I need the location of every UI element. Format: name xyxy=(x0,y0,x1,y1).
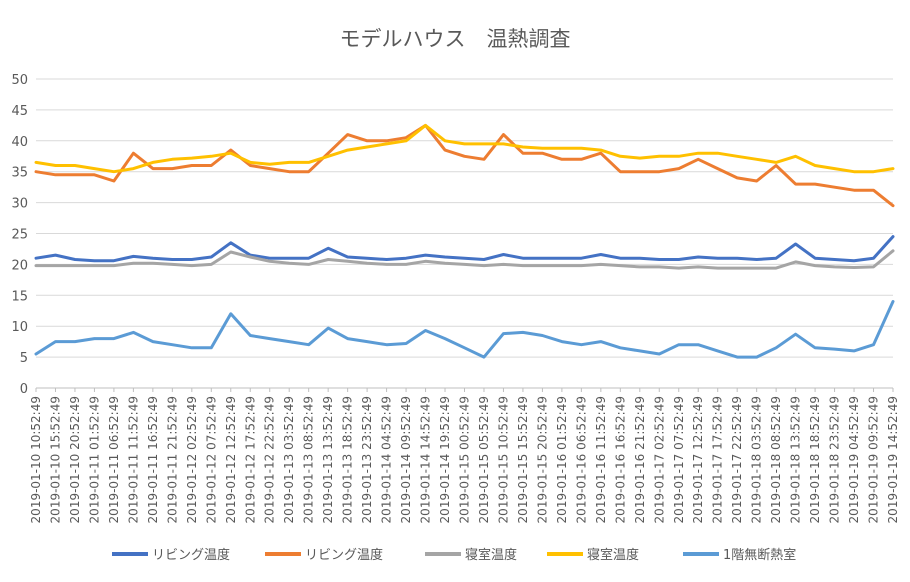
series-line-4 xyxy=(34,123,895,174)
x-tick-label: 2019-01-18 13:52:49 xyxy=(789,396,803,523)
x-tick-label: 2019-01-17 12:52:49 xyxy=(691,396,705,523)
x-tick-label: 2019-01-18 23:52:49 xyxy=(828,396,842,523)
series-lines xyxy=(34,123,895,359)
x-tick-label: 2019-01-19 14:52:49 xyxy=(886,396,900,523)
x-tick-label: 2019-01-16 11:52:49 xyxy=(594,396,608,523)
x-tick-label: 2019-01-16 16:52:49 xyxy=(613,396,627,523)
x-tick-label: 2019-01-19 04:52:49 xyxy=(847,396,861,523)
x-tick-label: 2019-01-13 18:52:49 xyxy=(341,396,355,523)
x-tick-label: 2019-01-11 21:52:49 xyxy=(165,396,179,523)
series-line-3 xyxy=(34,249,895,270)
x-tick-label: 2019-01-18 03:52:49 xyxy=(750,396,764,523)
series-line-1 xyxy=(34,235,895,263)
x-tick-label: 2019-01-10 15:52:49 xyxy=(48,396,62,523)
gridlines xyxy=(36,78,893,389)
x-tick-label: 2019-01-11 01:52:49 xyxy=(87,396,101,523)
x-tick-label: 2019-01-12 12:52:49 xyxy=(224,396,238,523)
x-axis-ticks: 2019-01-10 10:52:49 2019-01-10 15:52:49 20… xyxy=(29,388,900,523)
chart-title: モデルハウス 温熱調査 xyxy=(340,27,571,51)
y-tick-label: 30 xyxy=(11,197,28,212)
x-tick-label: 2019-01-16 06:52:49 xyxy=(574,396,588,523)
x-tick-label: 2019-01-12 17:52:49 xyxy=(243,396,257,523)
x-tick-label: 2019-01-14 14:52:49 xyxy=(419,396,433,523)
y-tick-label: 45 xyxy=(11,104,28,119)
x-tick-label: 2019-01-17 07:52:49 xyxy=(672,396,686,523)
legend-label: 寝室温度 xyxy=(465,547,517,563)
x-tick-label: 2019-01-11 06:52:49 xyxy=(107,396,121,523)
y-tick-label: 35 xyxy=(11,166,28,181)
legend: リビング温度 リビング温度 寝室温度 寝室温度 1階無断熱室 xyxy=(112,547,796,563)
x-tick-label: 2019-01-12 02:52:49 xyxy=(185,396,199,523)
x-tick-label: 2019-01-13 13:52:49 xyxy=(321,396,335,523)
x-tick-label: 2019-01-17 02:52:49 xyxy=(652,396,666,523)
legend-label: リビング温度 xyxy=(305,547,383,563)
y-tick-label: 15 xyxy=(11,289,28,304)
legend-label: 寝室温度 xyxy=(587,547,639,563)
x-tick-label: 2019-01-12 07:52:49 xyxy=(204,396,218,523)
x-tick-label: 2019-01-16 21:52:49 xyxy=(633,396,647,523)
y-tick-label: 50 xyxy=(11,73,28,88)
y-axis-ticks: 0 5 10 15 20 25 30 35 40 45 50 xyxy=(11,73,28,397)
x-tick-label: 2019-01-15 10:52:49 xyxy=(496,396,510,523)
x-tick-label: 2019-01-16 01:52:49 xyxy=(555,396,569,523)
x-tick-label: 2019-01-18 18:52:49 xyxy=(808,396,822,523)
x-tick-label: 2019-01-19 09:52:49 xyxy=(867,396,881,523)
y-tick-label: 20 xyxy=(11,258,28,273)
x-tick-label: 2019-01-14 09:52:49 xyxy=(399,396,413,523)
x-tick-label: 2019-01-10 20:52:49 xyxy=(68,396,82,523)
x-tick-label: 2019-01-15 00:52:49 xyxy=(458,396,472,523)
x-tick-label: 2019-01-18 08:52:49 xyxy=(769,396,783,523)
series-line-5 xyxy=(34,300,895,359)
x-tick-label: 2019-01-15 20:52:49 xyxy=(535,396,549,523)
x-tick-label: 2019-01-14 19:52:49 xyxy=(438,396,452,523)
legend-label: リビング温度 xyxy=(152,547,230,563)
x-tick-label: 2019-01-17 22:52:49 xyxy=(730,396,744,523)
x-tick-label: 2019-01-13 03:52:49 xyxy=(282,396,296,523)
x-tick-label: 2019-01-11 11:52:49 xyxy=(126,396,140,523)
x-tick-label: 2019-01-17 17:52:49 xyxy=(711,396,725,523)
y-tick-label: 0 xyxy=(20,382,28,397)
x-tick-label: 2019-01-15 05:52:49 xyxy=(477,396,491,523)
y-tick-label: 40 xyxy=(11,135,28,150)
x-tick-label: 2019-01-13 08:52:49 xyxy=(302,396,316,523)
x-tick-label: 2019-01-10 10:52:49 xyxy=(29,396,43,523)
x-tick-label: 2019-01-12 22:52:49 xyxy=(263,396,277,523)
y-tick-label: 5 xyxy=(20,351,28,366)
y-tick-label: 10 xyxy=(11,320,28,335)
x-tick-label: 2019-01-14 04:52:49 xyxy=(380,396,394,523)
legend-label: 1階無断熱室 xyxy=(723,547,796,563)
x-tick-label: 2019-01-13 23:52:49 xyxy=(360,396,374,523)
series-line-2 xyxy=(34,123,895,208)
x-tick-label: 2019-01-11 16:52:49 xyxy=(146,396,160,523)
y-tick-label: 25 xyxy=(11,228,28,243)
x-tick-label: 2019-01-15 15:52:49 xyxy=(516,396,530,523)
